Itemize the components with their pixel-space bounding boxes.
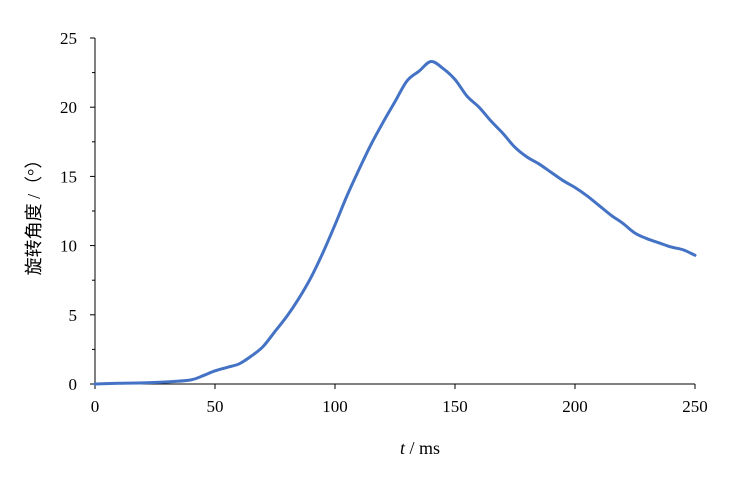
x-axis: 0 50 100 150 200 250 [91,383,708,416]
x-tick-label: 0 [91,397,100,416]
series-group [93,60,697,386]
x-tick-label: 250 [682,397,708,416]
x-tick-label: 100 [322,397,348,416]
y-tick-label: 0 [69,375,78,394]
x-axis-variable: t [400,438,406,458]
x-axis-unit: / ms [405,438,440,458]
x-tick-label: 150 [442,397,468,416]
x-tick-label: 50 [207,397,224,416]
y-tick-label: 20 [60,98,77,117]
y-tick-label: 5 [69,306,78,325]
y-tick-label: 10 [60,237,77,256]
y-tick-label: 15 [60,167,77,186]
y-axis: 0 5 10 15 20 25 [60,29,96,394]
y-tick-label: 25 [60,29,77,48]
series-line-0 [93,60,697,386]
x-tick-label: 200 [562,397,588,416]
x-axis-title: t / ms [400,438,440,458]
y-axis-title: 旋转角度 /（°） [24,151,44,276]
